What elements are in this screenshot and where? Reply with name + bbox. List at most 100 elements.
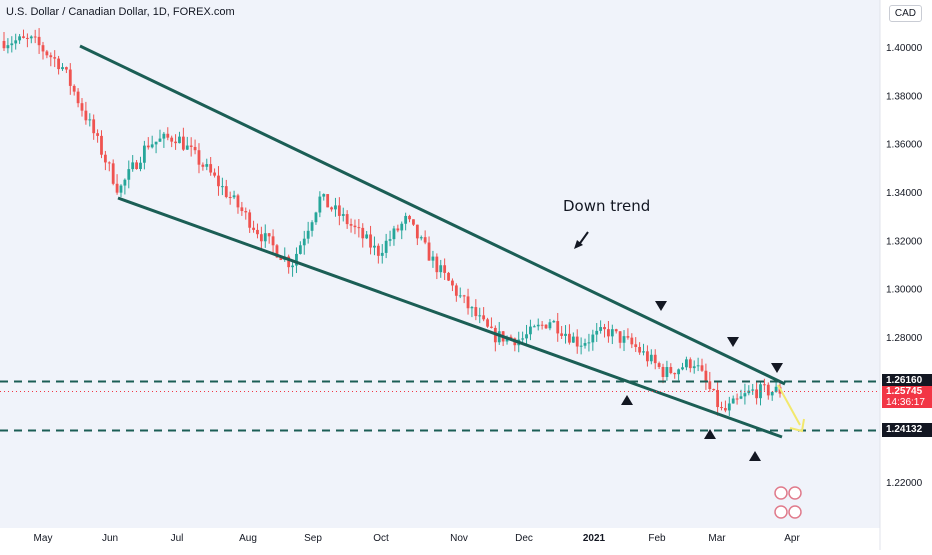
- candle-body: [345, 214, 349, 225]
- candle-body: [380, 252, 384, 256]
- candle-body: [755, 389, 759, 399]
- candle-body: [193, 146, 197, 151]
- candle-body: [552, 321, 556, 323]
- candle-body: [509, 336, 513, 339]
- projection-arrowhead: [789, 418, 805, 433]
- candle-body: [583, 343, 587, 346]
- candle-body: [146, 145, 150, 148]
- upper-trendline[interactable]: [79, 44, 786, 386]
- bottom-marker: [704, 429, 716, 439]
- candle-body: [302, 238, 306, 246]
- candle-body: [731, 398, 735, 404]
- economic-event-icon[interactable]: [788, 505, 802, 519]
- down-trend-label: Down trend: [563, 197, 650, 215]
- candle-body: [25, 37, 29, 39]
- candle-body: [614, 329, 618, 332]
- candle-body: [240, 207, 244, 212]
- candle-body: [560, 333, 564, 336]
- candle-body: [244, 211, 248, 213]
- symbol-title: U.S. Dollar / Canadian Dollar, 1D, FOREX…: [6, 6, 235, 18]
- price-tick-label: 1.22000: [886, 478, 923, 489]
- candle-body: [743, 393, 747, 397]
- candle-body: [548, 322, 552, 329]
- candle-body: [536, 324, 540, 327]
- last-price-badge: 1.25745 14:36:17: [882, 386, 932, 409]
- candle-body: [119, 185, 123, 193]
- price-tick-label: 1.36000: [886, 140, 923, 151]
- candle-body: [564, 333, 567, 336]
- candle-body: [201, 164, 205, 167]
- candle-body: [259, 234, 263, 242]
- candle-body: [111, 163, 115, 184]
- candle-body: [568, 333, 571, 343]
- candle-body: [150, 144, 154, 148]
- candle-body: [154, 141, 158, 145]
- economic-event-icon[interactable]: [774, 505, 788, 519]
- candle-body: [431, 256, 435, 261]
- candle-body: [458, 295, 462, 297]
- candle-body: [131, 162, 135, 170]
- time-tick-label: Jul: [171, 533, 184, 544]
- candle-body: [466, 296, 470, 309]
- candle-body: [419, 237, 423, 239]
- candle-body: [451, 280, 454, 286]
- candle-body: [88, 119, 92, 121]
- candle-body: [384, 240, 388, 253]
- economic-event-icon[interactable]: [788, 486, 802, 500]
- candle-body: [68, 69, 72, 86]
- candle-body: [454, 285, 458, 296]
- candle-body: [100, 135, 103, 155]
- candle-body: [37, 36, 41, 46]
- last-price-value: 1.25745: [886, 386, 923, 398]
- candle-body: [6, 45, 10, 49]
- time-tick-label: May: [34, 533, 53, 544]
- candle-body: [388, 239, 392, 241]
- candle-body: [279, 257, 283, 260]
- candle-body: [716, 390, 720, 408]
- candle-body: [248, 212, 252, 228]
- candle-body: [123, 179, 127, 186]
- candle-body: [14, 40, 18, 44]
- candle-body: [295, 253, 298, 266]
- candle-body: [638, 346, 642, 353]
- candle-body: [521, 338, 525, 340]
- candle-body: [45, 51, 49, 56]
- candle-body: [29, 36, 33, 39]
- lower-trendline[interactable]: [117, 196, 783, 439]
- candle-body: [443, 265, 447, 273]
- candle-body: [376, 245, 380, 256]
- candle-body: [72, 85, 76, 92]
- candle-body: [408, 215, 411, 220]
- candle-body: [232, 195, 236, 198]
- candle-body: [166, 133, 170, 138]
- candle-body: [127, 169, 131, 180]
- candle-body: [712, 388, 716, 391]
- candle-body: [474, 307, 478, 317]
- candle-body: [412, 219, 415, 225]
- currency-badge[interactable]: CAD: [888, 5, 922, 22]
- candle-body: [532, 326, 536, 328]
- top-marker: [727, 337, 739, 347]
- time-tick-label: 2021: [583, 533, 606, 544]
- candle-body: [178, 136, 181, 144]
- top-marker: [771, 363, 783, 373]
- candle-body: [341, 214, 345, 216]
- time-tick-label: Feb: [648, 533, 666, 544]
- candle-body: [720, 407, 723, 409]
- candle-body: [435, 256, 439, 273]
- time-tick-label: Jun: [102, 533, 118, 544]
- candle-body: [162, 133, 166, 139]
- candle-body: [575, 336, 579, 347]
- economic-event-icon[interactable]: [774, 486, 788, 500]
- time-tick-label: Nov: [450, 533, 468, 544]
- candle-body: [478, 315, 482, 317]
- candle-body: [64, 67, 68, 70]
- candle-body: [571, 336, 575, 343]
- candles-group: [2, 28, 782, 417]
- candle-body: [708, 381, 712, 389]
- candle-body: [80, 103, 84, 111]
- candle-body: [61, 67, 64, 70]
- candle-body: [696, 365, 700, 367]
